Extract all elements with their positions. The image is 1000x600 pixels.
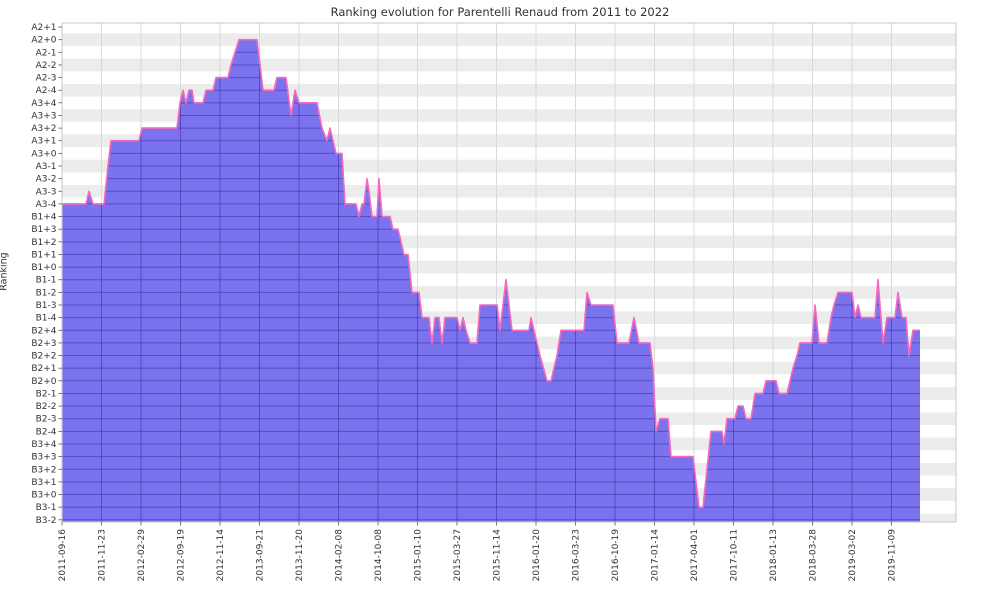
chart-title: Ranking evolution for Parentelli Renaud … [330, 5, 670, 19]
ranking-edge-line [62, 38, 920, 509]
y-tick-label: B1-3 [36, 301, 57, 311]
x-tick-label: 2017-01-14 [651, 529, 661, 582]
y-tick-label: B2-4 [36, 427, 57, 437]
y-tick-label: B3+3 [31, 453, 56, 463]
x-tick-label: 2015-11-14 [493, 529, 503, 582]
x-tick-label: 2017-10-11 [730, 529, 740, 581]
y-tick-label: A3+3 [31, 111, 56, 121]
y-tick-label: B1+1 [31, 250, 56, 260]
y-tick-label: A3+1 [31, 137, 56, 147]
x-tick-label: 2015-03-27 [453, 529, 463, 581]
y-tick-label: B1+4 [31, 213, 56, 223]
y-tick-label: B1-1 [36, 276, 57, 286]
y-tick-label: B3-1 [36, 503, 57, 513]
x-tick-label: 2019-03-02 [848, 529, 858, 581]
y-tick-label: A3+2 [31, 124, 56, 134]
y-tick-label: A3-1 [36, 162, 57, 172]
y-tick-label: B3+0 [31, 491, 56, 501]
y-tick-label: B2+0 [31, 377, 56, 387]
y-axis-ticks: A2+1 A2+0 A2-1 A2-2 A2-3 A2-4 A3+4 A3+3 A3+2 A3+1… [31, 23, 62, 526]
ranking-area-fill [62, 39, 920, 522]
x-tick-label: 2014-02-08 [335, 529, 345, 582]
y-tick-label: B3-2 [36, 516, 57, 526]
y-tick-label: B2+1 [31, 364, 56, 374]
y-tick-label: B3+2 [31, 465, 56, 475]
y-tick-label: B2-3 [36, 415, 57, 425]
x-tick-label: 2016-01-20 [532, 529, 542, 582]
y-tick-label: A3-3 [36, 187, 57, 197]
y-tick-label: A2-4 [36, 86, 57, 96]
x-tick-label: 2018-01-13 [769, 529, 779, 581]
y-tick-label: A2+1 [31, 23, 56, 33]
x-tick-label: 2012-02-29 [137, 529, 147, 582]
x-tick-label: 2012-11-14 [216, 529, 226, 582]
x-axis-ticks: 2011-09-16 2011-11-23 2012-02-29 2012-09-19… [58, 522, 898, 581]
y-tick-label: B2-2 [36, 402, 57, 412]
x-tick-label: 2018-03-28 [809, 529, 819, 582]
y-tick-label: A2+0 [31, 36, 56, 46]
x-tick-label: 2016-03-23 [572, 529, 582, 581]
plot-border [61, 22, 957, 523]
y-tick-label: A3-2 [36, 175, 57, 185]
x-tick-label: 2013-09-21 [256, 529, 266, 581]
x-tick-label: 2015-01-10 [414, 529, 424, 582]
y-tick-label: A2-3 [36, 74, 57, 84]
y-tick-label: A3+4 [31, 99, 56, 109]
x-tick-label: 2019-11-09 [888, 529, 898, 582]
y-tick-label: B1+3 [31, 225, 56, 235]
y-tick-label: B3+1 [31, 478, 56, 488]
y-tick-label: B3+4 [31, 440, 56, 450]
y-tick-label: B2+4 [31, 326, 56, 336]
y-tick-label: B1-4 [36, 314, 57, 324]
x-tick-label: 2013-11-20 [295, 529, 305, 582]
y-tick-label: A2-1 [36, 48, 57, 58]
x-tick-label: 2011-11-23 [98, 529, 108, 581]
y-tick-label: A3+0 [31, 149, 56, 159]
y-tick-label: A2-2 [36, 61, 57, 71]
x-tick-label: 2014-10-08 [374, 529, 384, 582]
y-tick-label: B2-1 [36, 389, 57, 399]
y-tick-label: B1+2 [31, 238, 56, 248]
y-tick-label: B2+3 [31, 339, 56, 349]
y-tick-label: B1+0 [31, 263, 56, 273]
y-tick-label: B1-2 [36, 288, 57, 298]
y-tick-label: B2+2 [31, 352, 56, 362]
y-tick-label: A3-4 [36, 200, 57, 210]
x-tick-label: 2011-09-16 [58, 529, 68, 582]
x-tick-label: 2016-10-19 [611, 529, 621, 582]
x-tick-label: 2012-09-19 [177, 529, 187, 582]
x-tick-label: 2017-04-01 [690, 529, 700, 581]
